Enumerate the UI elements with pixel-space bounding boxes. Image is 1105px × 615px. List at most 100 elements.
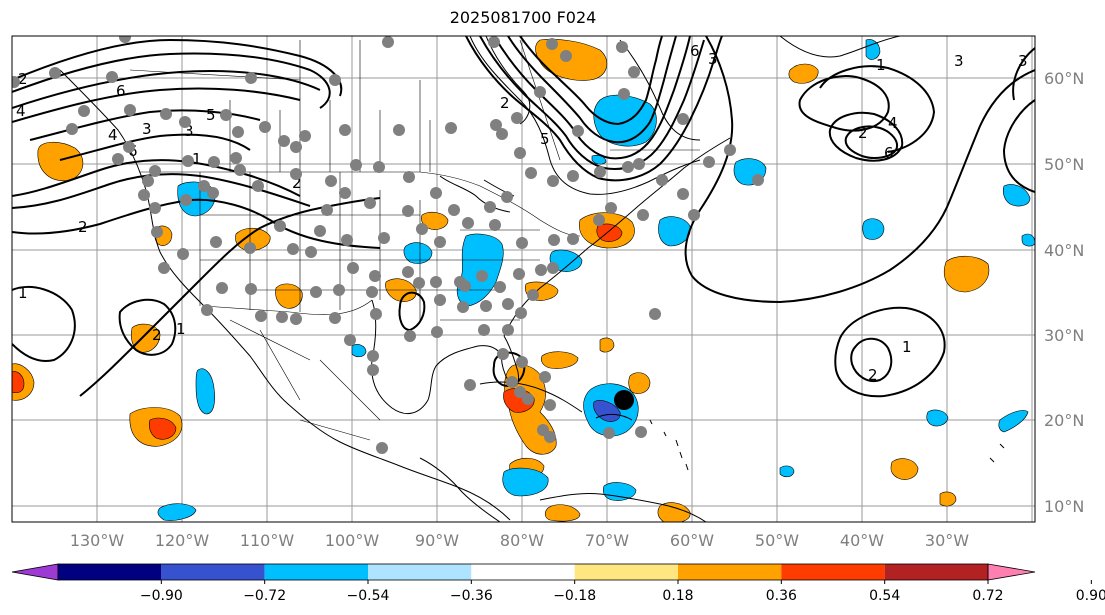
station-dot xyxy=(496,128,508,140)
station-dot xyxy=(252,180,264,192)
longitude-label: 50°W xyxy=(755,531,799,550)
station-dot xyxy=(637,209,649,221)
longitude-label: 60°W xyxy=(670,531,714,550)
contour-label: 3 xyxy=(954,52,964,70)
station-dot xyxy=(124,104,136,116)
station-dot xyxy=(208,156,220,168)
contour-label: 3 xyxy=(142,120,152,138)
station-dot xyxy=(329,312,341,324)
station-dot xyxy=(232,126,244,138)
station-dot xyxy=(367,350,379,362)
map-frame xyxy=(11,35,1036,523)
longitude-label: 100°W xyxy=(325,531,380,550)
coastlines xyxy=(59,36,1005,522)
station-dot xyxy=(259,121,271,133)
hispaniola-outline xyxy=(595,413,633,421)
station-dot xyxy=(459,280,471,292)
station-dot xyxy=(149,202,161,214)
station-dot xyxy=(445,122,457,134)
station-dot xyxy=(299,130,311,142)
colorbar-segment xyxy=(161,564,265,580)
canada-provinces xyxy=(129,39,700,172)
hudson-bay-coast xyxy=(485,36,531,125)
contour-label: 6 xyxy=(884,144,894,162)
contour-line xyxy=(12,159,301,197)
us-mexico-border xyxy=(203,299,373,315)
longitude-label: 110°W xyxy=(240,531,295,550)
station-dot xyxy=(534,86,546,98)
station-dot xyxy=(594,166,606,178)
station-dot xyxy=(314,225,326,237)
station-dot xyxy=(506,376,518,388)
colorbar-tick-label: 0.54 xyxy=(869,588,900,604)
contour-label: 1 xyxy=(876,56,886,74)
station-dot xyxy=(160,108,172,120)
contour-label: 6 xyxy=(116,82,126,100)
latitude-label: 10°N xyxy=(1044,497,1084,516)
station-dot xyxy=(635,426,647,438)
station-dot xyxy=(350,159,362,171)
latitude-label: 40°N xyxy=(1044,241,1084,260)
station-dot xyxy=(158,262,170,274)
contour-label: 1 xyxy=(902,338,912,356)
station-dot xyxy=(546,38,558,50)
station-dot xyxy=(603,427,615,439)
station-dot xyxy=(434,236,446,248)
latitude-label: 50°N xyxy=(1044,155,1084,174)
colorbar-tick-labels: −0.90 −0.72 −0.54 −0.36 −0.18 0.18 0.36 0.54 0.7… xyxy=(140,580,1105,604)
contour-line xyxy=(59,133,251,161)
station-dot xyxy=(489,219,501,231)
station-dot xyxy=(339,124,351,136)
colorbar-segment xyxy=(264,564,368,580)
colorbar-border xyxy=(57,563,989,581)
negative-anomaly-patch xyxy=(403,242,433,264)
positive-anomaly-patch xyxy=(12,371,25,394)
greenland-coast xyxy=(779,36,901,58)
station-dot xyxy=(364,197,376,209)
colorbar-segment xyxy=(781,564,885,580)
latitude-labels: 60°N 50°N 40°N 30°N 20°N 10°N xyxy=(1044,69,1084,516)
state-lines xyxy=(199,100,540,321)
labrador-coast xyxy=(619,39,701,141)
station-dot xyxy=(245,283,257,295)
station-dot xyxy=(497,348,509,360)
colorbar-segment xyxy=(678,564,782,580)
negative-anomaly-patch xyxy=(862,218,885,240)
colorbar-segment xyxy=(574,564,678,580)
positive-anomaly-patch xyxy=(544,504,581,522)
longitude-label: 80°W xyxy=(500,531,544,550)
colorbar-segment xyxy=(471,564,575,580)
station-dot xyxy=(106,71,118,83)
negative-anomaly-patch xyxy=(865,39,881,60)
longitude-labels: 130°W 120°W 110°W 100°W 90°W 80°W 70°W 60°W 50°W… xyxy=(70,531,969,550)
station-dot xyxy=(628,66,640,78)
positive-anomaly-patch xyxy=(944,255,990,293)
station-dot xyxy=(457,301,469,313)
station-dot xyxy=(547,175,559,187)
station-dot xyxy=(567,170,579,182)
station-dot xyxy=(501,191,513,203)
contour-line xyxy=(819,65,936,153)
positive-anomaly-patch xyxy=(788,63,819,84)
station-markers xyxy=(12,36,764,454)
contour-label: 4 xyxy=(108,126,118,144)
station-dot xyxy=(341,234,353,246)
station-dot xyxy=(514,386,526,398)
station-dot xyxy=(290,141,302,153)
station-dot xyxy=(216,282,228,294)
colorbar xyxy=(11,563,1036,581)
station-dot xyxy=(112,153,124,165)
contour-line xyxy=(798,75,890,132)
station-dot xyxy=(149,165,161,177)
station-dot xyxy=(430,276,442,288)
station-dot xyxy=(480,300,492,312)
station-dot xyxy=(182,155,194,167)
station-dot xyxy=(305,246,317,258)
station-dot xyxy=(274,220,286,232)
station-dot xyxy=(548,234,560,246)
station-dot xyxy=(502,298,514,310)
station-dot xyxy=(179,116,191,128)
positive-anomaly-patch xyxy=(599,337,615,353)
station-dot xyxy=(462,217,474,229)
